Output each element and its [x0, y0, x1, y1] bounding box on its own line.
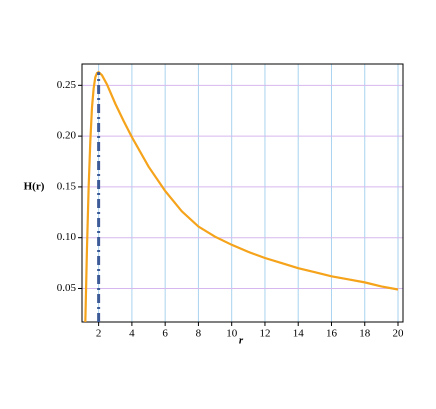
x-tick-label: 12 [259, 328, 270, 340]
y-tick-label: 0.25 [57, 79, 77, 91]
x-tick-label: 2 [96, 328, 102, 340]
y-axis-label: H(r) [24, 181, 45, 193]
y-tick-label: 0.20 [57, 130, 77, 142]
x-axis-label: r [239, 335, 244, 347]
x-tick-label: 14 [293, 328, 305, 340]
line-series [84, 70, 399, 323]
y-tick-label: 0.10 [57, 231, 77, 243]
x-tick-label: 10 [226, 328, 238, 340]
y-tick-label: 0.15 [57, 180, 77, 192]
y-tick-label: 0.05 [57, 282, 77, 294]
x-tick-label: 20 [393, 328, 405, 340]
x-tick-label: 18 [359, 328, 371, 340]
plot-frame [81, 63, 404, 323]
x-tick-label: 16 [326, 328, 338, 340]
x-tick-label: 4 [129, 328, 135, 340]
x-tick-label: 6 [162, 328, 168, 340]
x-tick-label: 8 [196, 328, 202, 340]
